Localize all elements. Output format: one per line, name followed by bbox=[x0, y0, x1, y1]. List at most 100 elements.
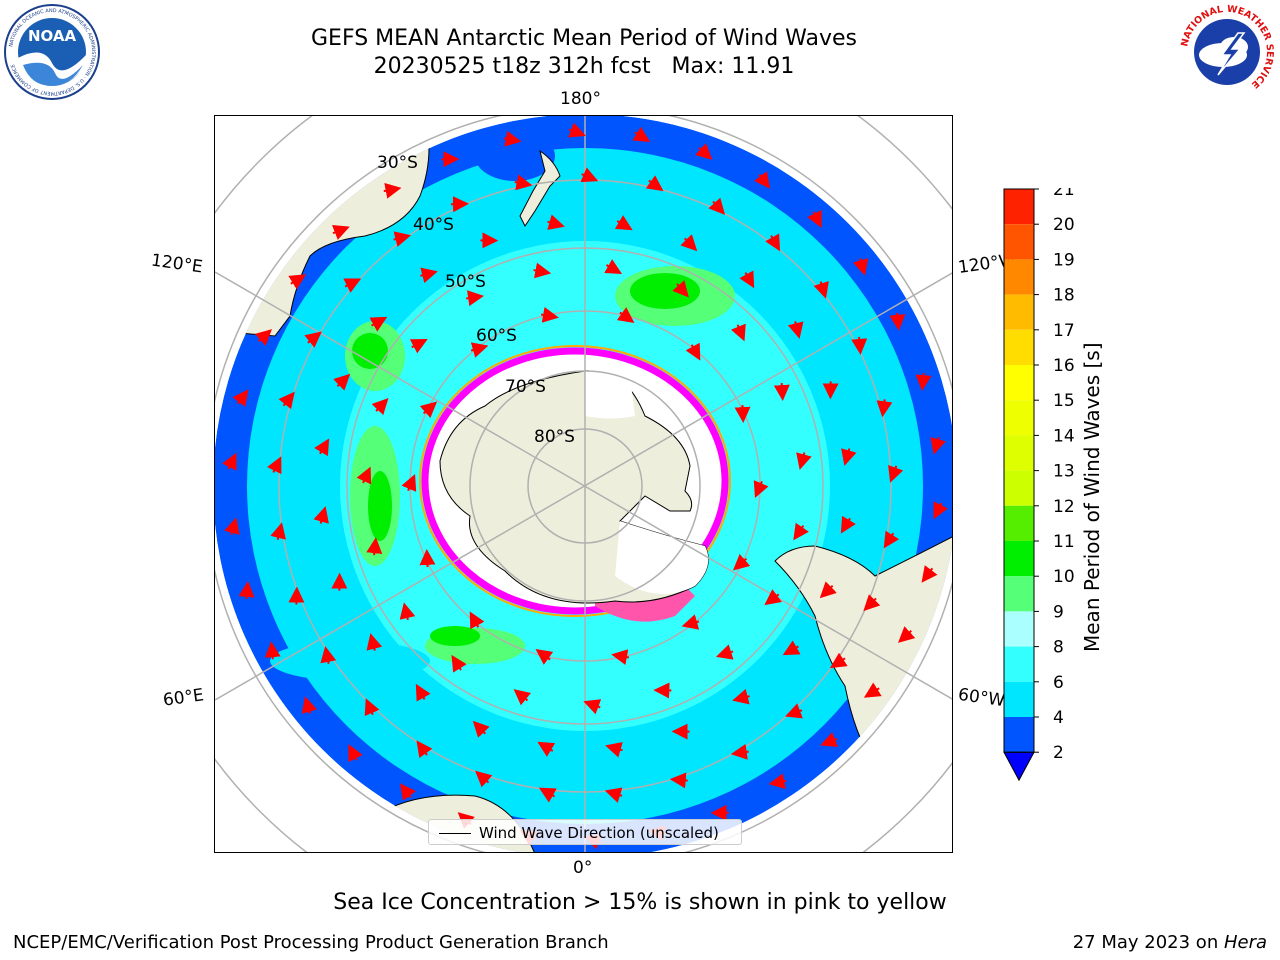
wind-wave-arrow bbox=[399, 602, 416, 621]
wind-wave-arrow bbox=[930, 437, 946, 455]
ice-shelf-weddell bbox=[615, 521, 709, 594]
wind-wave-arrow bbox=[224, 517, 240, 535]
colorbar-segment bbox=[1004, 470, 1034, 506]
wind-wave-arrow bbox=[672, 280, 689, 298]
wind-wave-arrow bbox=[732, 553, 751, 571]
wind-wave-arrow bbox=[399, 783, 416, 801]
wind-wave-arrow bbox=[568, 122, 586, 138]
colorbar-segment bbox=[1004, 400, 1034, 436]
wind-wave-arrow bbox=[278, 391, 295, 410]
lat-label-40s: 40°S bbox=[413, 215, 454, 235]
wind-wave-arrow bbox=[695, 143, 713, 160]
wind-wave-arrow bbox=[451, 654, 467, 673]
colorbar-tick-label: 9 bbox=[1053, 602, 1064, 622]
wind-wave-arrow bbox=[883, 530, 900, 549]
wind-wave-arrow bbox=[611, 649, 630, 666]
wind-wave-arrows bbox=[222, 122, 948, 850]
wind-wave-arrow bbox=[764, 589, 782, 606]
wind-wave-arrow bbox=[754, 171, 771, 189]
wind-wave-arrow bbox=[537, 741, 556, 757]
wind-wave-arrow bbox=[547, 214, 565, 230]
colorbar-tick-label: 12 bbox=[1053, 497, 1075, 517]
footer-credit: NCEP/EMC/Verification Post Processing Pr… bbox=[13, 932, 609, 953]
noaa-logo: NOAA NATIONAL OCEANIC AND ATMOSPHERIC AD… bbox=[4, 4, 100, 100]
wind-wave-arrow bbox=[841, 448, 857, 466]
map-subtitle: 20230525 t18z 312h fcst Max: 11.91 bbox=[373, 54, 795, 79]
wind-wave-arrow bbox=[314, 438, 330, 457]
wind-wave-arrow bbox=[475, 770, 493, 788]
wind-wave-arrow bbox=[765, 233, 781, 252]
colorbar-segment bbox=[1004, 329, 1034, 365]
wind-wave-arrow bbox=[320, 646, 337, 664]
colorbar-tick-label: 21 bbox=[1053, 188, 1075, 200]
colorbar-under-extension bbox=[1003, 751, 1035, 782]
wind-wave-arrow bbox=[921, 565, 938, 583]
wind-wave-arrow bbox=[604, 787, 623, 803]
wave-patch-blue bbox=[270, 641, 430, 681]
lon-label-0: 0° bbox=[573, 858, 593, 878]
lat-label-50s: 50°S bbox=[445, 272, 486, 292]
footer-date-text: 27 May 2023 on bbox=[1072, 932, 1224, 953]
colorbar-segment bbox=[1004, 365, 1034, 401]
wind-wave-arrow bbox=[366, 537, 383, 556]
wind-wave-arrow bbox=[851, 336, 868, 355]
colorbar-tick-label: 16 bbox=[1053, 356, 1075, 376]
wind-wave-arrow bbox=[753, 480, 769, 498]
colorbar-segment bbox=[1004, 505, 1034, 541]
wind-wave-arrow bbox=[356, 466, 372, 485]
colorbar-tick-label: 10 bbox=[1053, 567, 1075, 587]
wind-wave-arrow bbox=[730, 743, 749, 760]
wind-wave-arrow bbox=[369, 316, 388, 332]
wave-patch-green bbox=[630, 273, 700, 309]
colorbar-tick-label: 8 bbox=[1053, 638, 1064, 658]
wind-wave-arrow bbox=[829, 652, 848, 669]
wind-wave-arrow bbox=[898, 626, 916, 643]
noaa-logo-text: NOAA bbox=[28, 27, 77, 45]
colorbar-segment bbox=[1004, 435, 1034, 471]
colorbar: 21 20 19 18 17 16 15 14 13 12 11 10 9 8 6 4 2 bbox=[1003, 188, 1075, 782]
wind-wave-arrow bbox=[313, 506, 329, 524]
footer-host: Hera bbox=[1223, 932, 1267, 953]
map-legend: Wind Wave Direction (unscaled) bbox=[428, 819, 742, 845]
wind-wave-arrow bbox=[533, 262, 552, 279]
wind-wave-arrow bbox=[863, 594, 881, 612]
colorbar-segment bbox=[1004, 541, 1034, 577]
wind-wave-arrow bbox=[852, 258, 869, 276]
wind-wave-arrow bbox=[238, 580, 255, 599]
wind-wave-arrow bbox=[514, 174, 533, 191]
wind-wave-arrow bbox=[401, 474, 417, 492]
wind-wave-arrow bbox=[605, 742, 623, 758]
wind-wave-arrow bbox=[796, 452, 812, 470]
wind-wave-arrow bbox=[366, 633, 383, 651]
wave-patch-green bbox=[430, 626, 480, 646]
colorbar-segment bbox=[1004, 259, 1034, 295]
wind-wave-arrow bbox=[348, 744, 363, 763]
polar-map: 30°S 40°S 50°S 60°S 70°S 80°S Wind Wave … bbox=[214, 115, 953, 853]
wind-wave-arrow bbox=[416, 740, 433, 759]
wind-wave-arrow bbox=[409, 338, 428, 354]
colorbar-segment bbox=[1004, 189, 1034, 225]
colorbar-title: Mean Period of Wind Waves [s] bbox=[1080, 342, 1104, 652]
wind-wave-arrow bbox=[333, 373, 351, 391]
colorbar-tick-label: 17 bbox=[1053, 321, 1075, 341]
wind-wave-arrow bbox=[888, 464, 904, 483]
wind-wave-arrow bbox=[538, 787, 557, 803]
lon-label-60w: 60°W bbox=[956, 684, 1007, 712]
wind-wave-arrow bbox=[645, 175, 664, 192]
wind-wave-arrow bbox=[222, 452, 237, 471]
colorbar-tick-label: 13 bbox=[1053, 462, 1075, 482]
wind-wave-arrow bbox=[680, 234, 698, 252]
wind-wave-arrow bbox=[270, 522, 286, 540]
colorbar-tick-label: 4 bbox=[1053, 708, 1064, 728]
wind-wave-arrow bbox=[466, 290, 484, 307]
colorbar-tick-label: 15 bbox=[1053, 391, 1075, 411]
wind-wave-arrow bbox=[264, 641, 281, 660]
wind-wave-arrow bbox=[685, 342, 701, 361]
wind-wave-arrow bbox=[813, 281, 829, 299]
wind-wave-arrow bbox=[933, 501, 948, 520]
wind-wave-arrow bbox=[580, 167, 599, 183]
lat-label-60s: 60°S bbox=[476, 326, 517, 346]
wind-wave-arrow bbox=[819, 581, 837, 599]
colorbar-tick-label: 20 bbox=[1053, 215, 1075, 235]
wind-wave-arrow bbox=[419, 401, 438, 419]
